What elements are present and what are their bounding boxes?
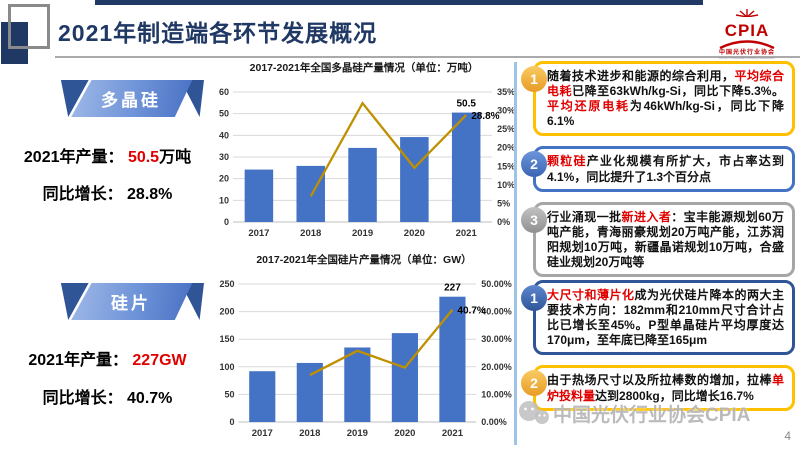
note-box: 1 随着技术进步和能源的综合利用，平均综合电耗已降至63kWh/kg-Si，同比下… (521, 61, 795, 137)
logo-square-navy (1, 22, 28, 64)
logo-arc (719, 40, 775, 49)
svg-text:2019: 2019 (347, 428, 368, 439)
ribbon-wafer-label: 硅片 (111, 294, 151, 313)
svg-text:20%: 20% (497, 143, 515, 153)
svg-text:20: 20 (219, 174, 229, 184)
svg-text:2018: 2018 (299, 428, 320, 439)
svg-text:28.8%: 28.8% (471, 111, 499, 122)
polysilicon-output-value: 50.5 (127, 149, 160, 166)
watermark: 中国光伏行业协会CPIA (516, 400, 750, 427)
note-box: 2 颗粒硅产业化规模有所扩大，市占率达到4.1%，同比提升了1.3个百分点 (521, 146, 795, 192)
svg-text:60: 60 (219, 87, 229, 97)
svg-text:0.00%: 0.00% (481, 417, 507, 427)
top-strip (95, 0, 703, 5)
svg-text:10%: 10% (497, 180, 515, 190)
note-text: 随着技术进步和能源的综合利用，平均综合电耗已降至63kWh/kg-Si，同比下降… (547, 69, 784, 129)
svg-text:2018: 2018 (300, 228, 321, 239)
note-text: 颗粒硅产业化规模有所扩大，市占率达到4.1%，同比提升了1.3个百分点 (547, 154, 784, 184)
svg-text:50.00%: 50.00% (481, 279, 512, 289)
wafer-growth-stat: 同比增长： 40.7% (42, 390, 173, 407)
ribbon-polysilicon: 多晶硅 (58, 80, 204, 117)
svg-text:0: 0 (229, 417, 234, 427)
polysilicon-growth-stat: 同比增长： 28.8% (42, 186, 173, 203)
ribbon-polysilicon-label: 多晶硅 (101, 91, 161, 110)
svg-text:2017-2021年全国多晶硅产量情况（单位：万吨）: 2017-2021年全国多晶硅产量情况（单位：万吨） (250, 61, 479, 74)
svg-text:2019: 2019 (352, 228, 373, 239)
note-number-badge: 3 (521, 206, 547, 233)
svg-text:227: 227 (444, 283, 461, 294)
note-number-badge: 1 (521, 285, 547, 311)
logo-sun-rays-icon (735, 9, 759, 18)
svg-text:50: 50 (219, 109, 229, 119)
svg-text:2020: 2020 (394, 428, 415, 439)
note-number-badge: 2 (521, 151, 547, 178)
svg-text:100: 100 (219, 362, 234, 372)
svg-text:2021: 2021 (456, 228, 478, 239)
svg-text:10.00%: 10.00% (481, 389, 512, 399)
svg-text:25%: 25% (497, 124, 515, 134)
cpia-logo-cn: 中国光伏行业协会 (718, 50, 775, 56)
ribbon-wafer: 硅片 (58, 283, 204, 320)
vertical-divider (514, 62, 517, 445)
svg-text:5%: 5% (497, 198, 510, 208)
svg-text:10: 10 (219, 195, 229, 205)
chart-wafer-production: 2017-2021年全国硅片产量情况（单位：GW） 0 50 100 150 200 250… (212, 250, 516, 444)
svg-text:30%: 30% (497, 106, 515, 116)
svg-text:2017-2021年全国硅片产量情况（单位：GW）: 2017-2021年全国硅片产量情况（单位：GW） (256, 253, 471, 266)
polysilicon-growth-value: 28.8% (127, 186, 173, 203)
svg-text:200: 200 (219, 307, 234, 317)
svg-text:30: 30 (219, 152, 229, 162)
note-number-badge: 1 (521, 66, 547, 92)
svg-text:35%: 35% (497, 87, 515, 97)
cpia-logo: CPIA 中国光伏行业协会 China Photovoltaic Industr… (712, 5, 782, 60)
note-text: 大尺寸和薄片化成为光伏硅片降本的两大主要技术方向：182mm和210mm尺寸合计… (547, 288, 784, 348)
page-title: 2021年制造端各环节发展概况 (58, 20, 378, 46)
polysilicon-notes: 1 随着技术进步和能源的综合利用，平均综合电耗已降至63kWh/kg-Si，同比下… (517, 61, 795, 287)
polysilicon-output-stat: 2021年产量： 50.5万吨 (23, 149, 192, 166)
svg-text:150: 150 (219, 334, 234, 344)
svg-text:0%: 0% (497, 217, 510, 227)
svg-text:0: 0 (224, 217, 229, 227)
header-divider (55, 56, 800, 58)
note-box: 3 行业涌现一批新进入者：宝丰能源规划60万吨产能，青海丽豪规划20万吨产能，江苏… (521, 201, 795, 278)
chart-polysilicon-production: 2017-2021年全国多晶硅产量情况（单位：万吨） 0 10 20 30 40 50 60 0… (212, 58, 516, 244)
wafer-output-value: 227GW (132, 352, 187, 369)
wafer-growth-value: 40.7% (127, 390, 173, 407)
svg-text:40.00%: 40.00% (481, 307, 512, 317)
wafer-output-stat: 2021年产量： 227GW (28, 352, 187, 369)
svg-text:15%: 15% (497, 161, 515, 171)
svg-text:250: 250 (219, 279, 234, 289)
svg-text:2017: 2017 (252, 428, 273, 439)
wafer-notes: 1 大尺寸和薄片化成为光伏硅片降本的两大主要技术方向：182mm和210mm尺寸合… (517, 280, 795, 421)
svg-text:40.7%: 40.7% (457, 306, 485, 317)
svg-text:30.00%: 30.00% (481, 334, 512, 344)
note-text: 行业涌现一批新进入者：宝丰能源规划60万吨产能，青海丽豪规划20万吨产能，江苏润… (547, 209, 784, 269)
svg-text:2021: 2021 (442, 428, 464, 439)
wechat-icon (519, 401, 549, 424)
watermark-text: 中国光伏行业协会CPIA (553, 405, 751, 426)
note-text: 由于热场尺寸以及所拉棒数的增加，拉棒单炉投料量达到2800kg，同比增长16.7… (547, 373, 784, 403)
note-box: 1 大尺寸和薄片化成为光伏硅片降本的两大主要技术方向：182mm和210mm尺寸合… (521, 280, 795, 356)
cpia-logo-en: China Photovoltaic Industry Association (719, 55, 776, 60)
logo-square-outline (8, 4, 50, 49)
svg-text:20.00%: 20.00% (481, 362, 512, 372)
note-number-badge: 2 (521, 370, 547, 397)
svg-text:50: 50 (224, 389, 234, 399)
page-number: 4 (784, 429, 791, 443)
svg-text:2020: 2020 (404, 228, 425, 239)
note-box: 2 由于热场尺寸以及所拉棒数的增加，拉棒单炉投料量达到2800kg，同比增长16.… (521, 365, 795, 411)
svg-text:2017: 2017 (248, 228, 269, 239)
cpia-logo-text: CPIA (724, 21, 770, 40)
svg-text:50.5: 50.5 (456, 99, 476, 110)
svg-text:40: 40 (219, 130, 229, 140)
